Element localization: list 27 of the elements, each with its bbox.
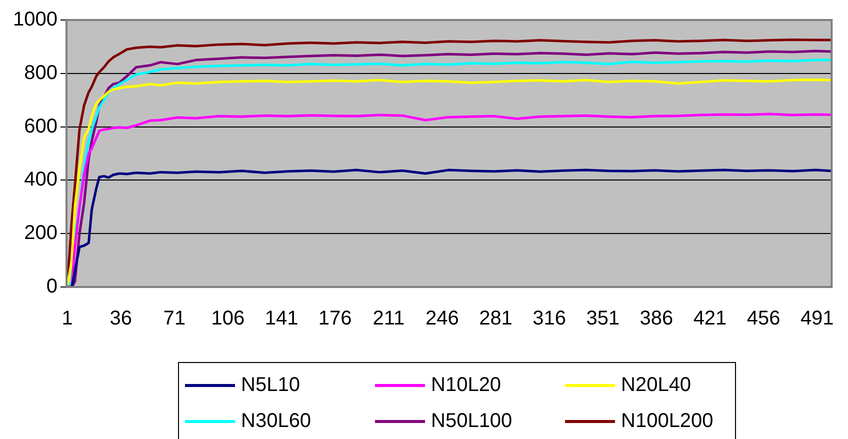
y-tick-label: 600 (24, 115, 58, 138)
x-tick-label: 1 (62, 308, 73, 330)
x-tick-label: 456 (746, 308, 780, 330)
y-tick-label: 1000 (12, 8, 58, 31)
y-tick-label: 800 (24, 62, 58, 84)
x-tick-label: 281 (479, 308, 512, 330)
x-tick-label: 386 (640, 308, 674, 330)
y-tick-label: 0 (46, 276, 58, 298)
x-tick-label: 176 (318, 308, 352, 330)
legend-label: N100L200 (621, 410, 714, 432)
legend-label: N10L20 (431, 374, 502, 396)
legend-label: N5L10 (241, 374, 300, 396)
x-tick-label: 211 (372, 308, 405, 330)
x-tick-label: 351 (586, 308, 620, 330)
x-tick-label: 141 (264, 308, 298, 330)
x-tick-label: 71 (163, 308, 186, 330)
y-tick-label: 200 (24, 222, 58, 244)
legend-label: N50L100 (431, 410, 512, 432)
x-tick-label: 421 (693, 308, 727, 330)
legend-label: N30L60 (241, 410, 312, 432)
x-tick-label: 36 (110, 308, 132, 330)
x-tick-label: 316 (532, 308, 566, 330)
y-tick-label: 400 (24, 168, 58, 191)
x-tick-label: 491 (800, 308, 834, 330)
x-tick-label: 106 (211, 308, 245, 330)
legend-label: N20L40 (621, 374, 692, 396)
x-tick-label: 246 (426, 308, 459, 330)
